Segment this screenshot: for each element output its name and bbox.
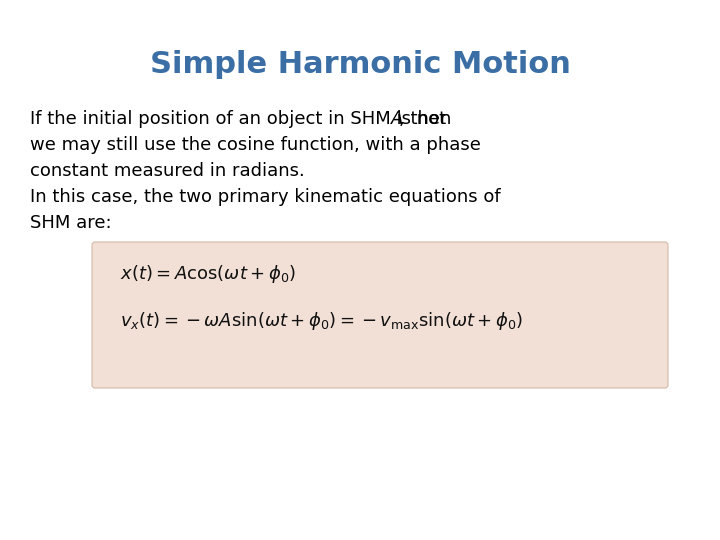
Text: $v_x(t) = -\omega A\sin(\omega t + \phi_0) = -v_\mathrm{max}\sin(\omega t + \phi: $v_x(t) = -\omega A\sin(\omega t + \phi_… [120,310,523,332]
Text: If the initial position of an object in SHM is not: If the initial position of an object in … [30,110,452,128]
Text: , then: , then [400,110,451,128]
FancyBboxPatch shape [92,242,668,388]
Text: we may still use the cosine function, with a phase: we may still use the cosine function, wi… [30,136,481,154]
Text: Simple Harmonic Motion: Simple Harmonic Motion [150,50,570,79]
Text: constant measured in radians.: constant measured in radians. [30,162,305,180]
Text: SHM are:: SHM are: [30,214,112,232]
Text: In this case, the two primary kinematic equations of: In this case, the two primary kinematic … [30,188,500,206]
Text: A: A [392,110,404,128]
Text: $x(t) = A\cos(\omega t + \phi_0)$: $x(t) = A\cos(\omega t + \phi_0)$ [120,263,296,285]
